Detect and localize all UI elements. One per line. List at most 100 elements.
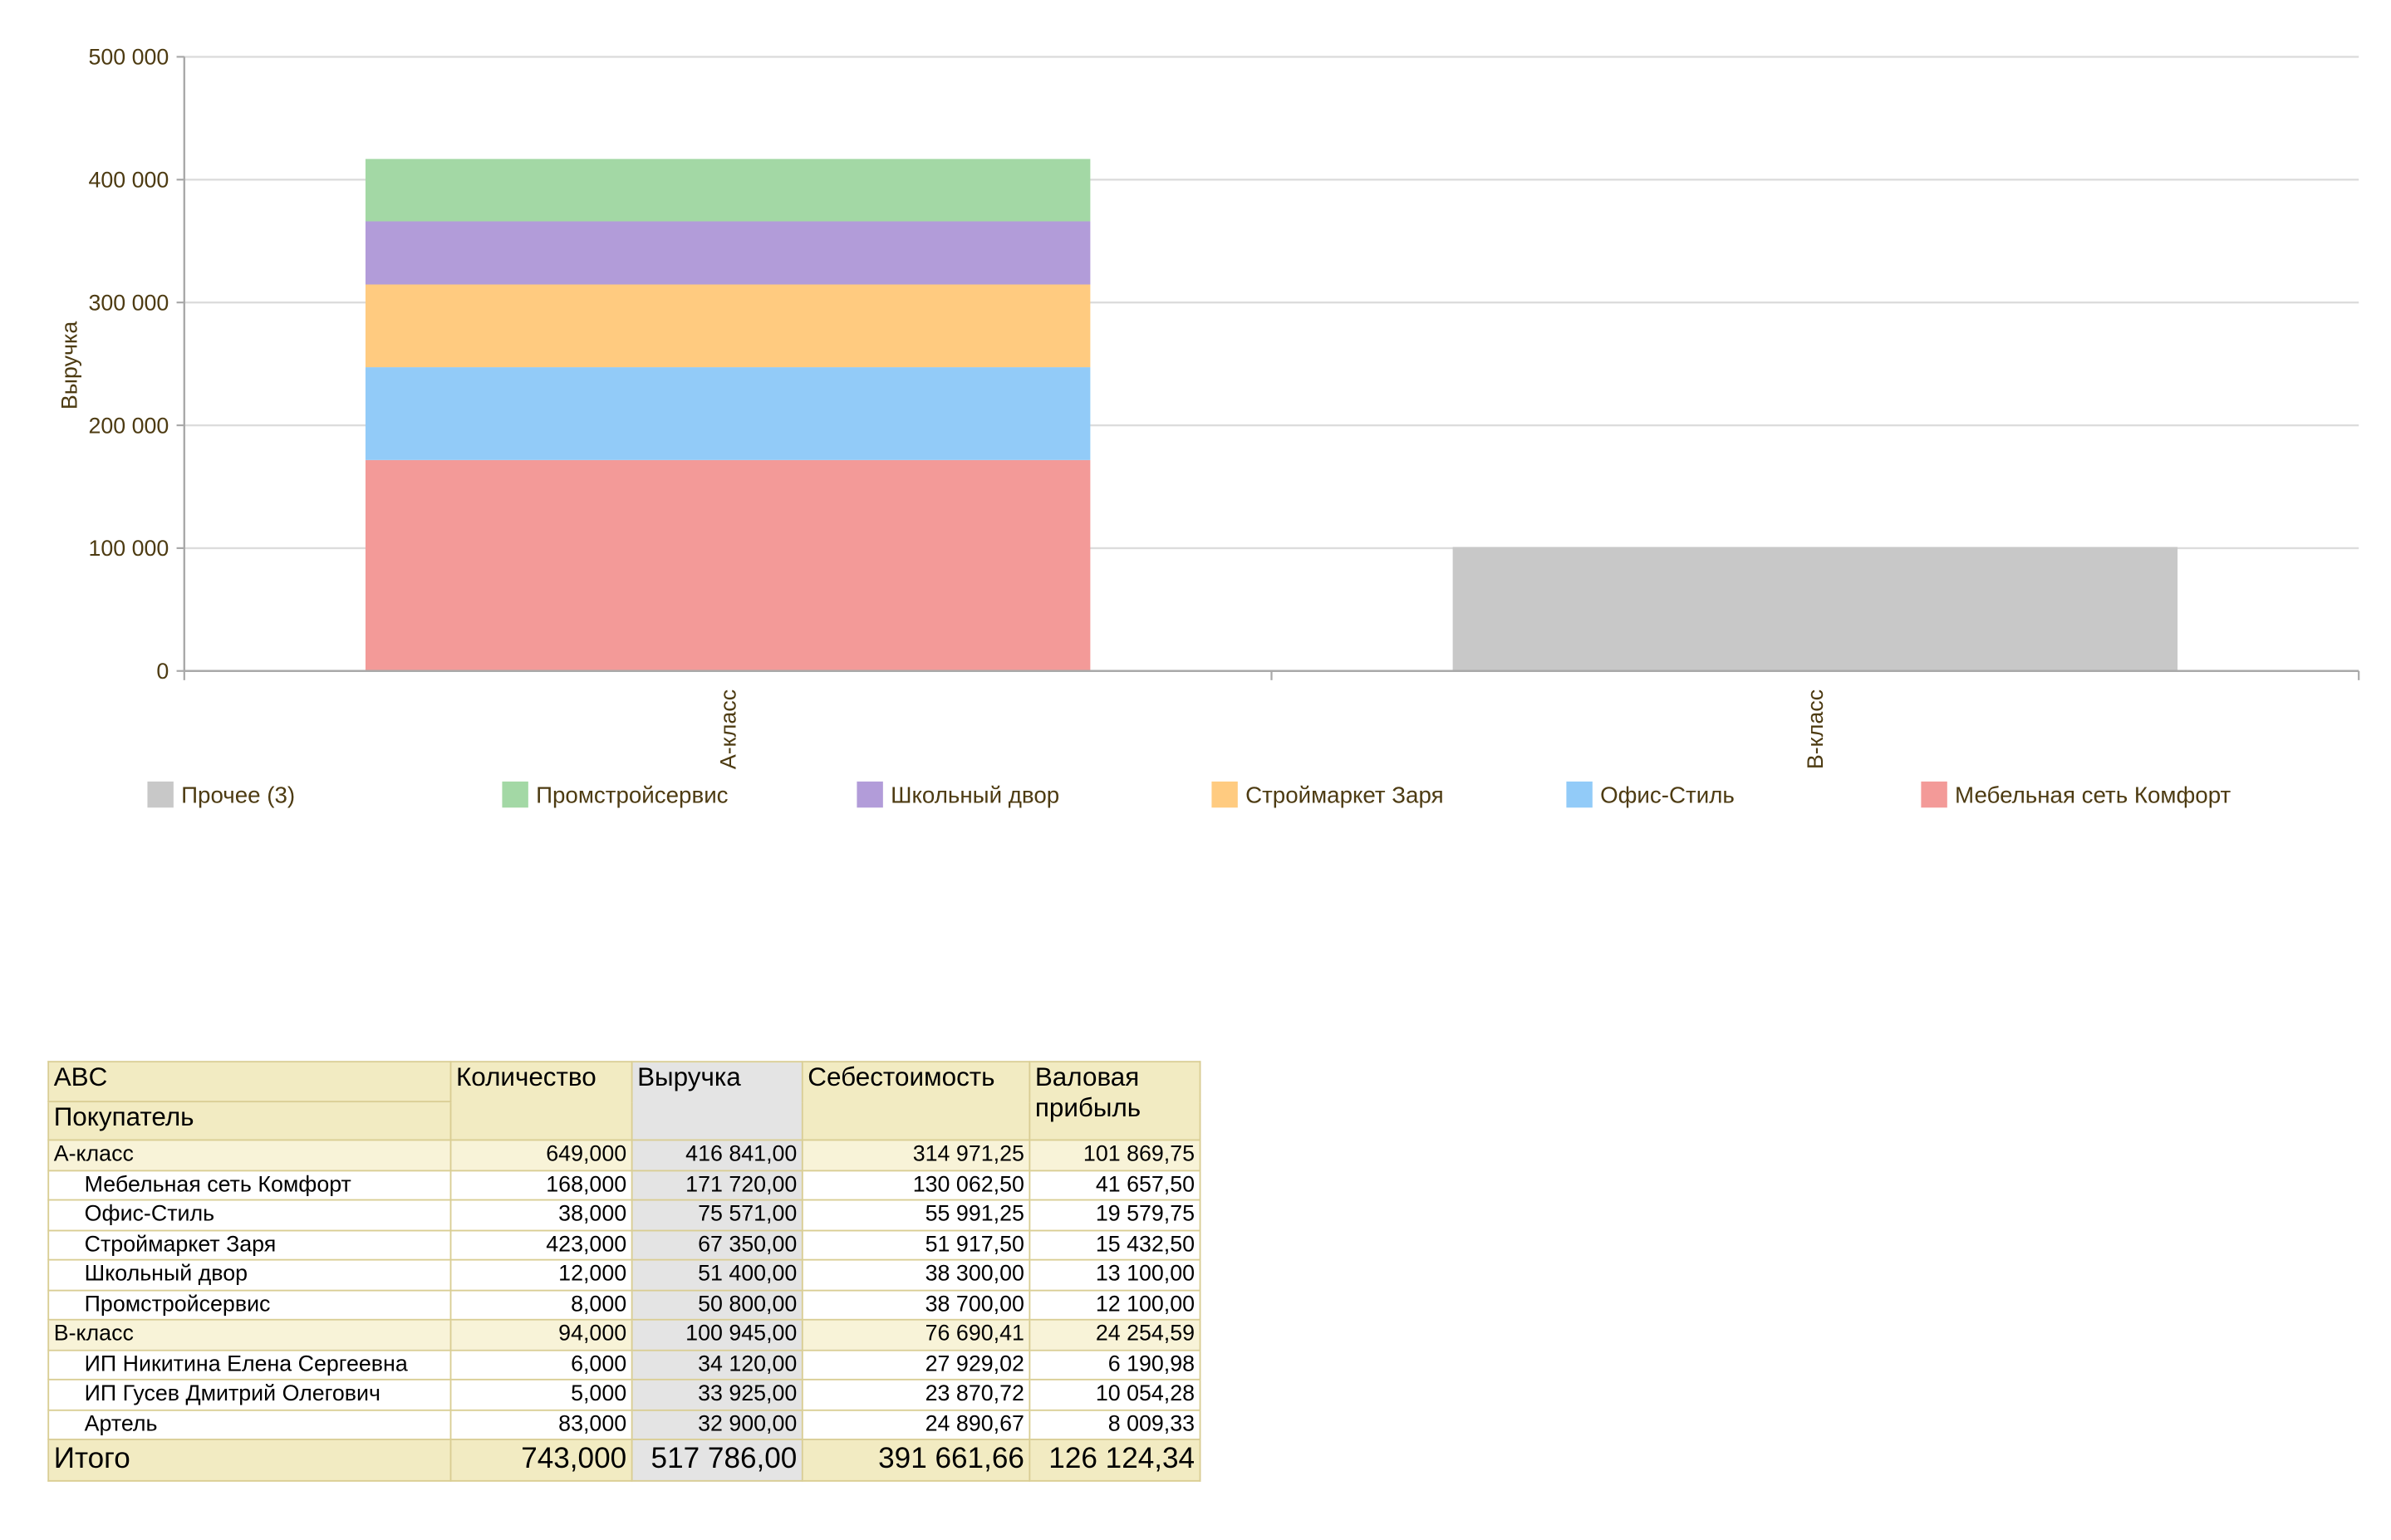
- table-row[interactable]: Мебельная сеть Комфорт 168,000 171 720,00 1…: [47, 1169, 1201, 1201]
- table-row[interactable]: Строймаркет Заря 423,000 67 350,00 51 917,5…: [47, 1229, 1201, 1261]
- cost-cell[interactable]: 51 917,50: [801, 1229, 1031, 1261]
- qty-cell[interactable]: 6,000: [449, 1348, 633, 1381]
- qty-cell[interactable]: 5,000: [449, 1378, 633, 1410]
- gross-profit-cell[interactable]: 126 124,34: [1029, 1438, 1201, 1482]
- legend-label[interactable]: Строймаркет Заря: [1245, 782, 1444, 808]
- buyer-cell[interactable]: Строймаркет Заря: [47, 1229, 452, 1261]
- gross-profit-cell[interactable]: 24 254,59: [1029, 1318, 1201, 1351]
- revenue-cell[interactable]: 100 945,00: [631, 1318, 803, 1351]
- abc-revenue-chart: 0 100 000 200 000 300 000 400 000 500 000 А-кл…: [56, 45, 2360, 808]
- y-axis-label: Выручка: [56, 321, 81, 410]
- gross-profit-cell[interactable]: 13 100,00: [1029, 1258, 1201, 1291]
- bar-segment[interactable]: [365, 284, 1091, 368]
- cost-cell[interactable]: 314 971,25: [801, 1139, 1031, 1171]
- legend-swatch: [147, 781, 174, 808]
- qty-cell[interactable]: 743,000: [449, 1438, 633, 1482]
- revenue-cell[interactable]: 67 350,00: [631, 1229, 803, 1261]
- gross-profit-cell[interactable]: 101 869,75: [1029, 1139, 1201, 1171]
- gross-profit-cell[interactable]: 15 432,50: [1029, 1229, 1201, 1261]
- header-cost[interactable]: Себестоимость: [801, 1061, 1031, 1141]
- bar-segment[interactable]: [1452, 547, 2178, 671]
- buyer-cell[interactable]: ИП Гусев Дмитрий Олегович: [47, 1378, 452, 1410]
- legend-swatch: [502, 781, 528, 808]
- y-tick-label: 300 000: [88, 290, 169, 315]
- legend-swatch: [1921, 781, 1947, 808]
- group-row[interactable]: А-класс 649,000 416 841,00 314 971,25 101 86…: [47, 1139, 1201, 1171]
- legend-label[interactable]: Офис-Стиль: [1600, 782, 1735, 808]
- cost-cell[interactable]: 76 690,41: [801, 1318, 1031, 1351]
- gross-profit-cell[interactable]: 12 100,00: [1029, 1288, 1201, 1321]
- cost-cell[interactable]: 55 991,25: [801, 1199, 1031, 1231]
- revenue-cell[interactable]: 34 120,00: [631, 1348, 803, 1381]
- gross-profit-cell[interactable]: 6 190,98: [1029, 1348, 1201, 1381]
- table-row[interactable]: Офис-Стиль 38,000 75 571,00 55 991,25 19 579…: [47, 1199, 1201, 1231]
- legend-swatch: [1211, 781, 1238, 808]
- gross-profit-cell[interactable]: 19 579,75: [1029, 1199, 1201, 1231]
- gross-profit-cell[interactable]: 8 009,33: [1029, 1408, 1201, 1440]
- revenue-cell[interactable]: 171 720,00: [631, 1169, 803, 1201]
- bar-segment[interactable]: [365, 221, 1091, 285]
- legend-label[interactable]: Прочее (3): [181, 782, 295, 808]
- buyer-cell[interactable]: ИП Никитина Елена Сергеевна: [47, 1348, 452, 1381]
- x-tick-label: В-класс: [1803, 689, 1828, 769]
- header-gross-profit[interactable]: Валовая прибыль: [1029, 1061, 1201, 1141]
- cost-cell[interactable]: 27 929,02: [801, 1348, 1031, 1381]
- revenue-cell[interactable]: 50 800,00: [631, 1288, 803, 1321]
- x-tick-label: А-класс: [715, 689, 740, 769]
- buyer-cell[interactable]: Итого: [47, 1438, 452, 1482]
- header-gross-line2: прибыль: [1034, 1093, 1141, 1123]
- legend-label[interactable]: Мебельная сеть Комфорт: [1955, 782, 2231, 808]
- table-row[interactable]: Артель 83,000 32 900,00 24 890,67 8 009,33: [47, 1408, 1201, 1440]
- buyer-cell[interactable]: А-класс: [47, 1139, 452, 1171]
- buyer-cell[interactable]: Офис-Стиль: [47, 1199, 452, 1231]
- header-qty[interactable]: Количество: [449, 1061, 633, 1141]
- cost-cell[interactable]: 23 870,72: [801, 1378, 1031, 1410]
- y-tick-label: 100 000: [88, 536, 169, 561]
- report-body: ABC Количество Выручка Себестоимость Вал…: [47, 1061, 1201, 1482]
- y-tick-label: 400 000: [88, 168, 169, 193]
- revenue-cell[interactable]: 33 925,00: [631, 1378, 803, 1410]
- cost-cell[interactable]: 391 661,66: [801, 1438, 1031, 1482]
- bar-segment[interactable]: [365, 159, 1091, 222]
- header-buyer[interactable]: Покупатель: [47, 1101, 452, 1141]
- qty-cell[interactable]: 38,000: [449, 1199, 633, 1231]
- revenue-cell[interactable]: 32 900,00: [631, 1408, 803, 1440]
- cost-cell[interactable]: 24 890,67: [801, 1408, 1031, 1440]
- table-row[interactable]: ИП Гусев Дмитрий Олегович 5,000 33 925,00 2…: [47, 1378, 1201, 1410]
- qty-cell[interactable]: 8,000: [449, 1288, 633, 1321]
- qty-cell[interactable]: 12,000: [449, 1258, 633, 1291]
- legend-label[interactable]: Школьный двор: [891, 782, 1059, 808]
- revenue-cell[interactable]: 416 841,00: [631, 1139, 803, 1171]
- chart-bars: [365, 159, 2178, 671]
- table-row[interactable]: ИП Никитина Елена Сергеевна 6,000 34 120,0…: [47, 1348, 1201, 1381]
- cost-cell[interactable]: 130 062,50: [801, 1169, 1031, 1201]
- total-row[interactable]: Итого 743,000 517 786,00 391 661,66 126 124,…: [47, 1438, 1201, 1482]
- cost-cell[interactable]: 38 300,00: [801, 1258, 1031, 1291]
- buyer-cell[interactable]: Мебельная сеть Комфорт: [47, 1169, 452, 1201]
- qty-cell[interactable]: 94,000: [449, 1318, 633, 1351]
- qty-cell[interactable]: 83,000: [449, 1408, 633, 1440]
- group-row[interactable]: В-класс 94,000 100 945,00 76 690,41 24 254,5…: [47, 1318, 1201, 1351]
- header-revenue[interactable]: Выручка: [631, 1061, 803, 1141]
- revenue-cell[interactable]: 517 786,00: [631, 1438, 803, 1482]
- buyer-cell[interactable]: Артель: [47, 1408, 452, 1440]
- buyer-cell[interactable]: В-класс: [47, 1318, 452, 1351]
- qty-cell[interactable]: 423,000: [449, 1229, 633, 1261]
- gross-profit-cell[interactable]: 10 054,28: [1029, 1378, 1201, 1410]
- revenue-cell[interactable]: 75 571,00: [631, 1199, 803, 1231]
- header-row-1: ABC Количество Выручка Себестоимость Вал…: [47, 1061, 1201, 1141]
- legend-label[interactable]: Промстройсервис: [536, 782, 729, 808]
- bar-segment[interactable]: [365, 367, 1091, 460]
- bar-segment[interactable]: [365, 459, 1091, 671]
- revenue-cell[interactable]: 51 400,00: [631, 1258, 803, 1291]
- qty-cell[interactable]: 649,000: [449, 1139, 633, 1171]
- buyer-cell[interactable]: Промстройсервис: [47, 1288, 452, 1321]
- qty-cell[interactable]: 168,000: [449, 1169, 633, 1201]
- cost-cell[interactable]: 38 700,00: [801, 1288, 1031, 1321]
- gross-profit-cell[interactable]: 41 657,50: [1029, 1169, 1201, 1201]
- buyer-cell[interactable]: Школьный двор: [47, 1258, 452, 1291]
- header-abc[interactable]: ABC: [47, 1061, 452, 1103]
- table-row[interactable]: Промстройсервис 8,000 50 800,00 38 700,00 12…: [47, 1288, 1201, 1321]
- table-row[interactable]: Школьный двор 12,000 51 400,00 38 300,00 13 …: [47, 1258, 1201, 1291]
- abc-report-table: ABC Количество Выручка Себестоимость Вал…: [47, 1061, 1201, 1482]
